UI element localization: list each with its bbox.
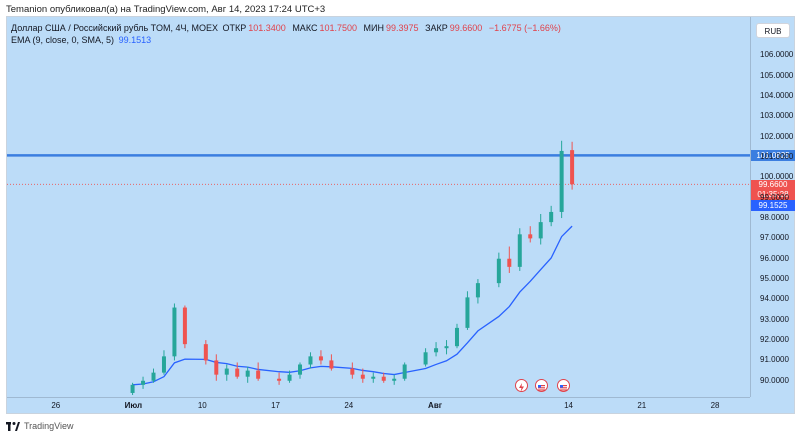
candle-body — [381, 376, 386, 381]
price-tick-label: 104.0000 — [760, 91, 794, 101]
price-tick-label: 106.0000 — [760, 50, 794, 60]
publish-info-header: Temanion опубликовал(а) на TradingView.c… — [6, 4, 326, 15]
currency-button[interactable]: RUB — [756, 23, 790, 38]
candle-body — [130, 384, 135, 393]
change-value: −1.6775 (−1.66%) — [488, 23, 561, 33]
candlestick-chart — [7, 140, 750, 395]
candle-body — [287, 374, 292, 381]
footer: TradingView — [6, 419, 74, 433]
time-tick-label: Авг — [428, 401, 443, 410]
candle-body — [151, 372, 156, 381]
price-tick-label: 95.0000 — [760, 274, 789, 284]
candle-body — [496, 258, 501, 284]
price-tick-label: 105.0000 — [760, 70, 794, 80]
low-label: МИН — [363, 23, 384, 33]
candle-body — [141, 380, 146, 385]
price-tick-label: 92.0000 — [760, 335, 789, 345]
candle-body — [298, 364, 303, 375]
time-tick-label: Июл — [124, 401, 143, 410]
candle-body — [329, 360, 334, 369]
ema-value: 99.1513 — [118, 35, 152, 45]
price-tick-label: 98.0000 — [760, 213, 789, 223]
candle-body — [392, 378, 397, 381]
last-price-value: 99.6600 — [758, 180, 788, 190]
price-tick-label: 101.0000 — [760, 152, 794, 162]
price-tick-label: 103.0000 — [760, 111, 794, 121]
candle-body — [224, 368, 229, 375]
ema-line — [132, 225, 573, 386]
open-label: ОТКР — [222, 23, 247, 33]
candle-body — [402, 364, 407, 379]
price-tick-label: 99.0000 — [760, 192, 789, 202]
high-value: 101.7500 — [319, 23, 358, 33]
candle-body — [570, 150, 575, 185]
footer-brand: TradingView — [24, 421, 74, 431]
candle-body — [318, 356, 323, 361]
symbol-name: Доллар США / Российский рубль TOM, 4Ч, M… — [11, 23, 218, 33]
us-flag-event-icon-2[interactable] — [557, 379, 570, 392]
candle-body — [465, 297, 470, 328]
ema-label: EMA (9, close, 0, SMA, 5) — [11, 35, 115, 45]
candle-body — [214, 360, 219, 375]
candle-body — [235, 368, 240, 377]
symbol-line: Доллар США / Российский рубль TOM, 4Ч, M… — [11, 22, 565, 34]
candle-body — [507, 258, 512, 267]
time-tick-label: 28 — [710, 401, 720, 410]
candle-body — [203, 344, 208, 361]
price-tick-label: 102.0000 — [760, 131, 794, 141]
candle-body — [172, 307, 177, 357]
candle-body — [475, 283, 480, 298]
candle-body — [245, 370, 250, 377]
candle-body — [350, 368, 355, 375]
chart-plot-area[interactable] — [7, 17, 750, 397]
candle-body — [308, 356, 313, 365]
candle-body — [360, 374, 365, 379]
tradingview-logo-icon — [6, 421, 20, 431]
price-tick-label: 100.0000 — [760, 172, 794, 182]
open-value: 101.3400 — [248, 23, 286, 33]
price-tick-label: 93.0000 — [760, 314, 789, 324]
candle-body — [559, 150, 564, 212]
candle-body — [434, 348, 439, 353]
ema-price-tag: 99.1525 — [751, 200, 795, 212]
candle-body — [454, 327, 459, 347]
candle-body — [517, 234, 522, 267]
time-tick-label: 10 — [197, 401, 207, 410]
chart-frame: Доллар США / Российский рубль TOM, 4Ч, M… — [6, 16, 795, 414]
high-label: МАКС — [292, 23, 318, 33]
time-tick-label: 17 — [271, 401, 280, 410]
price-tick-label: 94.0000 — [760, 294, 789, 304]
hline-price-tag: 101.0825 — [751, 150, 795, 162]
price-tick-label: 90.0000 — [760, 375, 789, 385]
candle-body — [528, 234, 533, 239]
price-axis[interactable]: 101.0825 99.6600 01:35:28 99.1525 90.000… — [750, 17, 795, 397]
candle-body — [161, 356, 166, 373]
chart-legend: Доллар США / Российский рубль TOM, 4Ч, M… — [11, 22, 565, 46]
candle-body — [182, 307, 187, 345]
time-axis[interactable]: 26 Июл 10 17 24 Авг 14 21 28 — [7, 397, 750, 413]
bar-countdown: 01:35:28 — [757, 190, 789, 200]
candle-body — [549, 211, 554, 223]
candle-body — [256, 370, 261, 379]
time-tick-label: 24 — [344, 401, 354, 410]
price-tick-label: 91.0000 — [760, 355, 789, 365]
close-value: 99.6600 — [449, 23, 483, 33]
last-price-tag: 99.6600 01:35:28 — [751, 180, 795, 201]
candle-body — [277, 378, 282, 381]
flash-event-icon[interactable] — [515, 379, 528, 392]
price-tick-label: 97.0000 — [760, 233, 789, 243]
time-tick-label: 21 — [637, 401, 647, 410]
close-label: ЗАКР — [425, 23, 448, 33]
price-tick-label: 96.0000 — [760, 253, 789, 263]
candle-body — [444, 346, 449, 349]
candle-body — [538, 222, 543, 239]
time-tick-label: 26 — [51, 401, 61, 410]
candle-body — [423, 352, 428, 365]
ema-line-legend: EMA (9, close, 0, SMA, 5) 99.1513 — [11, 34, 565, 46]
time-tick-label: 14 — [564, 401, 573, 410]
candle-body — [371, 376, 376, 379]
low-value: 99.3975 — [386, 23, 419, 33]
us-flag-event-icon[interactable] — [535, 379, 548, 392]
